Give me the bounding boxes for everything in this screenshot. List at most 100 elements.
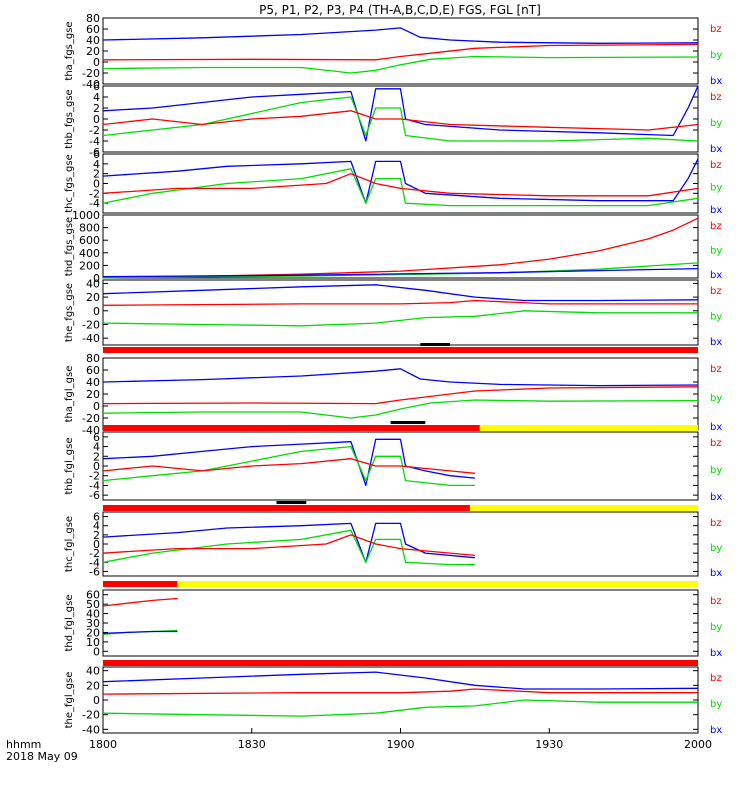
mode-bar-segment: [479, 425, 698, 431]
y-tick-label: 40: [86, 608, 100, 621]
series-line-bx: [102, 438, 475, 487]
y-tick-label: 20: [86, 626, 100, 639]
series-line-by: [102, 168, 699, 207]
series-line-bz: [102, 299, 698, 306]
y-tick-label: 50: [86, 598, 100, 611]
y-axis-label: thb_fgs_gse: [64, 89, 75, 148]
y-axis-label: the_fgl_gse: [64, 672, 75, 729]
y-tick-label: 2: [93, 168, 100, 181]
y-tick-label: -6: [89, 489, 100, 502]
mode-bar-marker: [420, 343, 451, 346]
y-tick-label: -2: [89, 470, 100, 483]
legend-bx: bx: [710, 648, 722, 659]
legend-bz: bz: [710, 673, 722, 684]
mode-bar-segment: [103, 505, 470, 511]
series-line-bz: [102, 43, 699, 61]
legend-by: by: [710, 543, 722, 554]
mode-bar: [103, 581, 698, 587]
y-tick-label: 80: [86, 352, 100, 365]
x-axis: 1800 1830 1900 1930 2000: [89, 728, 712, 751]
mode-bar: [103, 421, 698, 431]
legend-bz: bz: [710, 160, 722, 171]
y-tick-label: 40: [86, 34, 100, 47]
y-tick-label: 60: [86, 23, 100, 36]
y-tick-label: 0: [93, 113, 100, 126]
y-tick-label: -4: [89, 556, 100, 569]
y-tick-label: 0: [93, 538, 100, 551]
y-tick-label: 0: [93, 694, 100, 707]
series-line-by: [102, 55, 699, 74]
y-tick-label: -20: [82, 412, 100, 425]
y-tick-label: 60: [86, 364, 100, 377]
legend-bz: bz: [710, 24, 722, 35]
y-axis-label: thc_fgl_gse: [64, 516, 75, 572]
series-line-by: [102, 96, 699, 142]
mode-bar: [103, 660, 698, 666]
y-tick-label: -40: [82, 78, 100, 91]
mode-bar: [103, 343, 698, 353]
y-tick-label: 6: [93, 511, 100, 524]
chart-title: P5, P1, P2, P3, P4 (TH-A,B,C,D,E) FGS, F…: [259, 3, 541, 17]
legend-bx: bx: [710, 492, 722, 503]
y-tick-label: 20: [86, 45, 100, 58]
mode-bar-segment: [177, 581, 698, 587]
y-tick-label: 20: [86, 679, 100, 692]
series-line-by: [102, 310, 698, 327]
legend-by: by: [710, 312, 722, 323]
mode-bar-segment: [103, 660, 698, 666]
mode-bar-segment: [103, 425, 480, 431]
panel-frame: [102, 214, 699, 279]
mode-bars-group: [103, 343, 698, 666]
y-tick-label: 1000: [72, 209, 100, 222]
series-line-bx: [102, 27, 699, 44]
series-line-bx: [102, 158, 699, 204]
panel-frame: [102, 511, 699, 577]
legend-bx: bx: [710, 205, 722, 216]
y-tick-label: 400: [79, 247, 100, 260]
y-tick-label: 600: [79, 234, 100, 247]
legend-by: by: [710, 699, 722, 710]
legend-bx: bx: [710, 270, 722, 281]
panel-frame: [102, 589, 699, 657]
series-line-by: [102, 445, 475, 487]
x-footer-hhmm: hhmm: [6, 738, 41, 751]
series-line-bz: [102, 597, 178, 607]
y-tick-label: -6: [89, 565, 100, 578]
legend-bx: bx: [710, 144, 722, 155]
y-tick-label: 2: [93, 102, 100, 115]
legend-bz: bz: [710, 438, 722, 449]
x-tick-label: 1830: [238, 738, 266, 751]
legend-bx: bx: [710, 725, 722, 736]
y-tick-label: 40: [86, 665, 100, 678]
y-tick-label: 40: [86, 277, 100, 290]
y-tick-label: 0: [93, 645, 100, 658]
y-axis-label: tha_fgl_gse: [64, 366, 75, 423]
legend-bz: bz: [710, 92, 722, 103]
legend-bz: bz: [710, 286, 722, 297]
y-tick-label: -40: [82, 424, 100, 437]
legend-by: by: [710, 50, 722, 61]
legend-by: by: [710, 183, 722, 194]
series-line-bz: [102, 173, 699, 197]
y-axis-label: thd_fgs_gse: [64, 217, 75, 276]
series-line-bx: [102, 671, 699, 690]
series-line-by: [102, 699, 698, 717]
y-tick-label: -6: [89, 146, 100, 159]
x-tick-label: 1900: [387, 738, 415, 751]
series-line-bx: [102, 630, 178, 635]
y-tick-label: 10: [86, 636, 100, 649]
y-axis-label: thb_fgl_gse: [64, 438, 75, 495]
y-tick-label: 0: [93, 272, 100, 285]
y-tick-label: 6: [93, 80, 100, 93]
y-tick-label: 2: [93, 450, 100, 463]
y-axis-label: thc_fgs_gse: [64, 154, 75, 213]
